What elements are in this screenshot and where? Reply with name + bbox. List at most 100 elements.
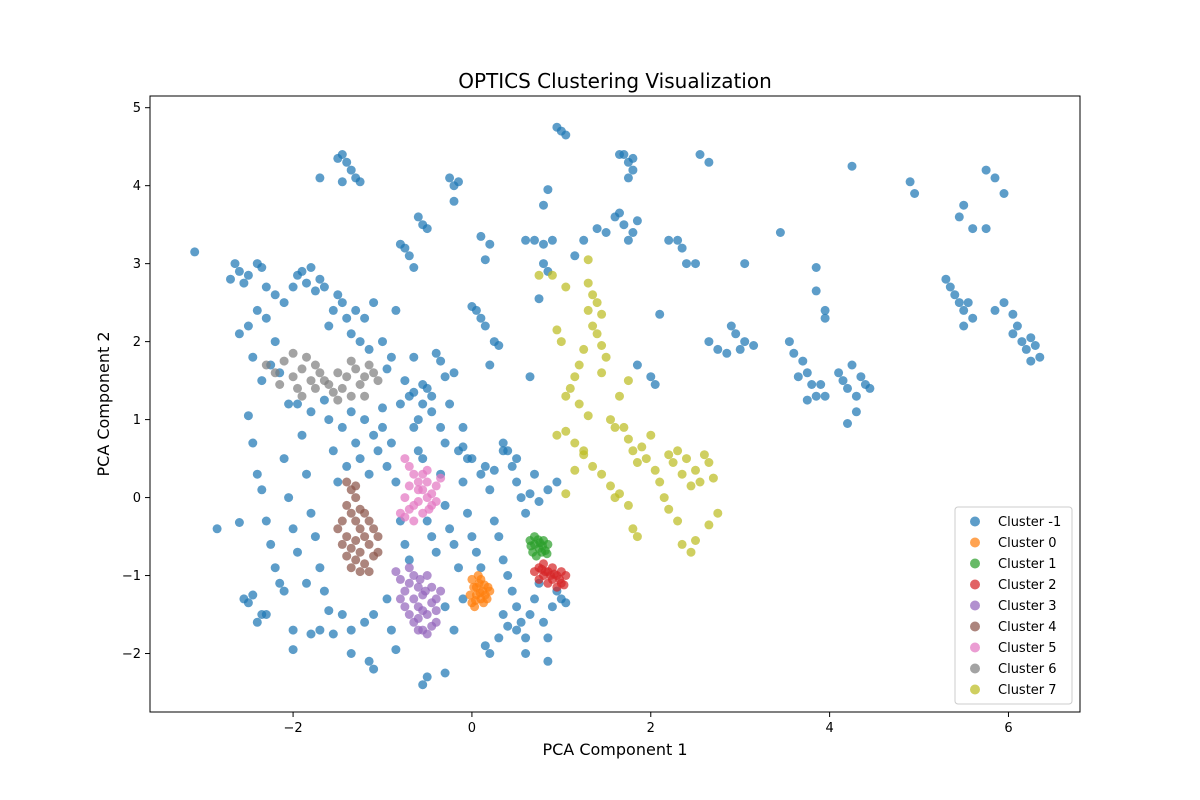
- data-point: [592, 298, 602, 308]
- data-point: [704, 337, 714, 347]
- data-point: [369, 368, 379, 378]
- data-point: [315, 274, 325, 284]
- data-point: [534, 497, 544, 506]
- data-point: [646, 430, 656, 440]
- data-point: [445, 524, 455, 534]
- data-point: [360, 617, 370, 627]
- plot-background: [150, 96, 1080, 712]
- data-point: [239, 278, 249, 288]
- series-3: [530, 559, 571, 592]
- data-point: [475, 588, 485, 598]
- data-point: [324, 415, 334, 425]
- data-point: [351, 516, 361, 526]
- data-point: [284, 493, 294, 503]
- data-point: [673, 235, 683, 245]
- data-point: [333, 368, 343, 378]
- data-point: [328, 629, 338, 639]
- y-tick-label: 2: [133, 335, 141, 350]
- data-point: [619, 422, 629, 432]
- data-point: [579, 235, 589, 245]
- data-point: [592, 329, 602, 339]
- data-point: [820, 305, 830, 315]
- data-point: [574, 360, 584, 370]
- data-point: [579, 344, 589, 354]
- data-point: [337, 516, 347, 526]
- data-point: [583, 255, 593, 265]
- data-point: [556, 337, 566, 347]
- data-point: [521, 235, 531, 245]
- data-point: [485, 485, 495, 495]
- data-point: [999, 298, 1009, 308]
- data-point: [337, 298, 347, 308]
- data-point: [328, 387, 338, 397]
- data-point: [413, 212, 423, 222]
- data-point: [431, 481, 441, 491]
- data-point: [427, 532, 437, 542]
- data-point: [404, 555, 414, 565]
- data-point: [623, 173, 633, 183]
- data-point: [542, 549, 552, 559]
- y-axis-ticks: −2 −1 0 1 2 3 4 5: [122, 101, 150, 662]
- legend-marker: [970, 642, 980, 653]
- data-point: [628, 165, 638, 175]
- data-point: [382, 594, 392, 604]
- legend-label: Cluster -1: [998, 515, 1061, 530]
- data-point: [261, 282, 271, 292]
- data-point: [302, 578, 311, 588]
- legend-label: Cluster 3: [998, 599, 1057, 614]
- legend-label: Cluster 2: [998, 578, 1057, 593]
- data-point: [485, 239, 495, 249]
- y-tick-label: −2: [122, 647, 141, 662]
- data-point: [440, 438, 450, 448]
- data-point: [382, 364, 392, 374]
- data-point: [659, 493, 669, 503]
- data-point: [270, 563, 280, 573]
- data-point: [346, 391, 356, 401]
- data-point: [409, 263, 419, 272]
- legend-label: Cluster 1: [998, 557, 1057, 572]
- data-point: [574, 399, 584, 409]
- data-point: [811, 286, 821, 296]
- y-tick-label: 5: [133, 101, 141, 116]
- data-point: [369, 610, 379, 619]
- data-point: [306, 629, 316, 639]
- data-point: [959, 305, 969, 315]
- data-point: [440, 500, 450, 510]
- data-point: [369, 298, 379, 308]
- data-point: [337, 610, 347, 619]
- data-point: [476, 313, 486, 323]
- data-point: [342, 532, 352, 542]
- data-point: [378, 337, 387, 347]
- data-point: [552, 325, 562, 335]
- data-point: [682, 454, 691, 464]
- data-point: [498, 555, 508, 565]
- data-point: [959, 200, 969, 210]
- data-point: [226, 274, 235, 284]
- data-point: [789, 348, 799, 358]
- data-point: [539, 239, 548, 249]
- data-point: [378, 422, 387, 432]
- data-point: [360, 532, 370, 542]
- data-point: [445, 399, 455, 409]
- data-point: [346, 508, 356, 518]
- data-point: [440, 668, 450, 678]
- data-point: [355, 524, 365, 534]
- data-point: [615, 391, 624, 401]
- x-tick-label: 4: [825, 721, 833, 736]
- data-point: [547, 270, 557, 280]
- data-point: [623, 235, 633, 245]
- data-point: [713, 508, 723, 518]
- series-4: [391, 563, 446, 639]
- data-point: [333, 395, 343, 405]
- x-tick-label: 0: [468, 721, 476, 736]
- data-point: [337, 177, 347, 187]
- data-point: [306, 263, 316, 272]
- data-point: [427, 391, 437, 401]
- data-point: [355, 504, 365, 514]
- data-point: [337, 539, 347, 549]
- data-point: [364, 344, 374, 354]
- chart-title: OPTICS Clustering Visualization: [458, 69, 772, 93]
- data-point: [1017, 337, 1027, 347]
- data-point: [467, 454, 477, 464]
